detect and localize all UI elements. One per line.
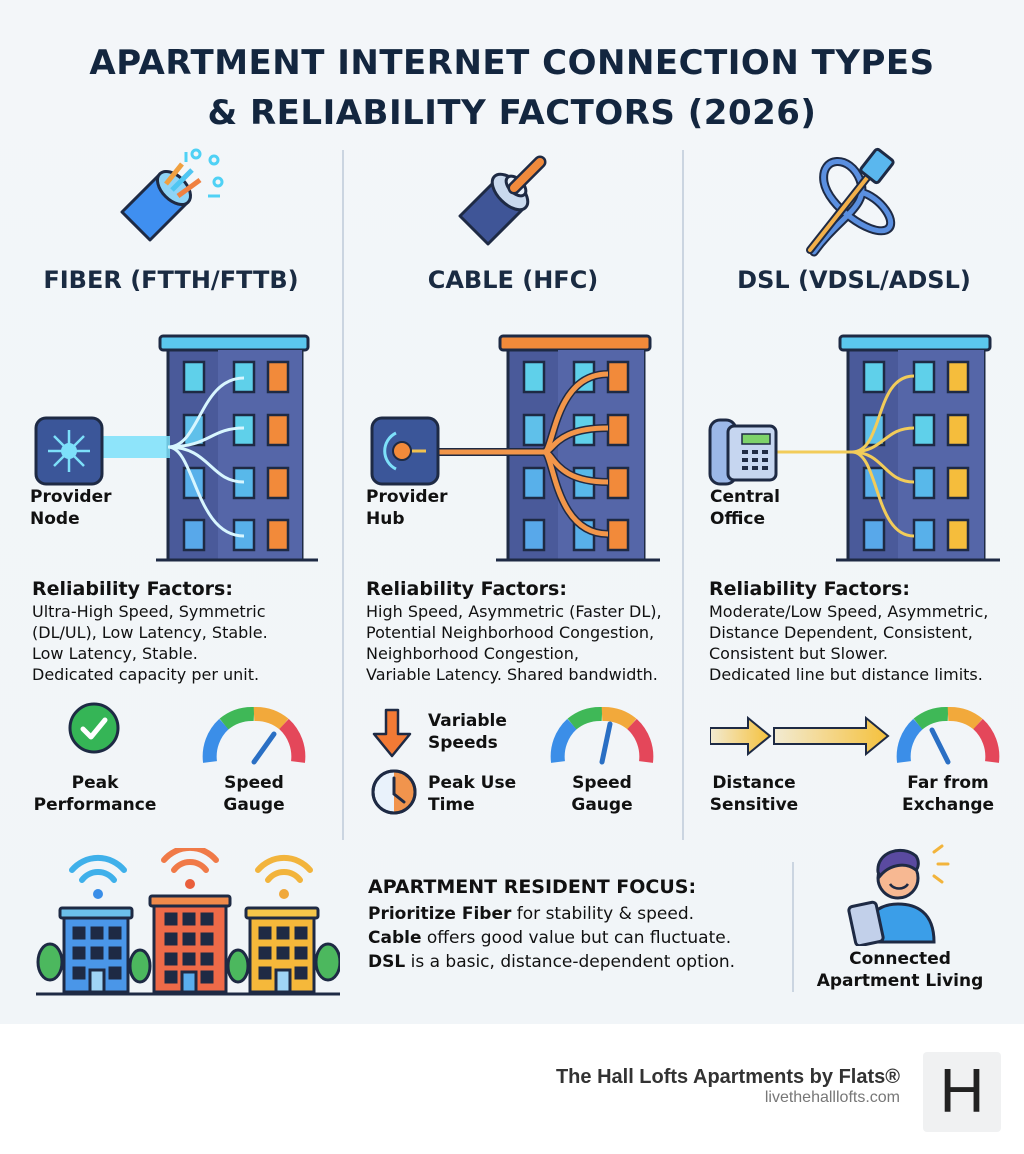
- focus-line-text: for stability & speed.: [511, 904, 695, 924]
- indicator-label-line: Far from: [907, 773, 989, 793]
- focus-line-text: offers good value but can fluctuate.: [421, 928, 732, 948]
- column-heading: DSL (VDSL/ADSL): [737, 266, 971, 294]
- page-title: APARTMENT INTERNET CONNECTION TYPES & RE…: [0, 38, 1024, 138]
- resident-focus: APARTMENT RESIDENT FOCUS: Prioritize Fib…: [368, 876, 735, 974]
- reliability-factors: Reliability Factors: High Speed, Asymmet…: [366, 578, 662, 685]
- focus-line-bold: Prioritize Fiber: [368, 904, 512, 924]
- connected-label: Connected Apartment Living: [800, 948, 1000, 992]
- speed-gauge-icon: [896, 706, 1000, 765]
- indicator-label: Distance Sensitive: [686, 772, 822, 816]
- indicator-label-line: Peak: [71, 773, 119, 793]
- source-label-line: Provider: [366, 487, 448, 507]
- reliability-line: Consistent but Slower.: [709, 644, 889, 663]
- indicator-label-line: Speed: [224, 773, 284, 793]
- column-fiber: FIBER (FTTH/FTTB): [0, 140, 342, 840]
- reliability-line: Low Latency, Stable.: [32, 644, 198, 663]
- column-cable: CABLE (HFC): [344, 140, 682, 840]
- title-line-1: APARTMENT INTERNET CONNECTION TYPES: [89, 43, 935, 83]
- focus-line-bold: DSL: [368, 952, 406, 972]
- indicator-label-line: Speeds: [428, 733, 498, 753]
- column-heading: CABLE (HFC): [427, 266, 599, 294]
- indicator-label-line: Speed: [572, 773, 632, 793]
- indicator-label-line: Gauge: [571, 795, 633, 815]
- reliability-line: Moderate/Low Speed, Asymmetric,: [709, 602, 989, 621]
- indicator-label-line: Peak Use: [428, 773, 517, 793]
- source-label: Central Office: [710, 486, 780, 530]
- section-divider: [792, 862, 794, 992]
- source-label-line: Hub: [366, 509, 405, 529]
- reliability-line: Dedicated line but distance limits.: [709, 665, 983, 684]
- brand-url[interactable]: livethehalllofts.com: [764, 1089, 900, 1106]
- brand-name: The Hall Lofts Apartments by Flats®: [555, 1066, 900, 1088]
- connected-label-line: Connected: [849, 949, 951, 969]
- focus-line-bold: Cable: [368, 928, 422, 948]
- dsl-building-diagram: [708, 334, 1000, 562]
- focus-line: DSL is a basic, distance-dependent optio…: [368, 950, 735, 974]
- speed-gauge-icon: [202, 706, 306, 765]
- indicator-label: Far from Exchange: [882, 772, 1014, 816]
- speed-gauge-icon: [550, 706, 654, 765]
- reliability-line: Distance Dependent, Consistent,: [709, 623, 973, 642]
- indicator-label-line: Gauge: [223, 795, 285, 815]
- reliability-factors: Reliability Factors: Ultra-High Speed, S…: [32, 578, 268, 685]
- reliability-line: (DL/UL), Low Latency, Stable.: [32, 623, 268, 642]
- apartment-buildings-wifi-illustration: [36, 848, 340, 996]
- column-heading: FIBER (FTTH/FTTB): [43, 266, 299, 294]
- source-label: Provider Node: [30, 486, 112, 530]
- connected-label-line: Apartment Living: [816, 971, 984, 991]
- source-label: Provider Hub: [366, 486, 448, 530]
- indicator-label-line: Exchange: [901, 795, 995, 815]
- coaxial-cable-icon: [458, 155, 547, 246]
- cable-building-diagram: [370, 334, 660, 562]
- indicator-label: Speed Gauge: [190, 772, 318, 816]
- fiber-optic-cable-icon: [120, 148, 224, 242]
- focus-line-text: is a basic, distance-dependent option.: [405, 952, 736, 972]
- reliability-line: High Speed, Asymmetric (Faster DL),: [366, 602, 662, 621]
- column-dsl: DSL (VDSL/ADSL): [684, 140, 1024, 840]
- indicator-label: Peak Use Time: [428, 772, 516, 816]
- reliability-line: Potential Neighborhood Congestion,: [366, 623, 655, 642]
- indicator-label-line: Performance: [33, 795, 157, 815]
- clock-icon: [371, 769, 417, 815]
- source-label-line: Office: [710, 509, 766, 529]
- indicator-label-line: Distance: [712, 773, 796, 793]
- indicator-label-line: Variable: [428, 711, 507, 731]
- indicator-label: Variable Speeds: [428, 710, 507, 754]
- indicator-label-line: Sensitive: [709, 795, 799, 815]
- reliability-title: Reliability Factors:: [32, 578, 233, 600]
- focus-line: Prioritize Fiber for stability & speed.: [368, 902, 735, 926]
- reliability-line: Neighborhood Congestion,: [366, 644, 579, 663]
- brand-logo: H: [923, 1052, 1001, 1132]
- connected-resident-icon: [847, 844, 950, 946]
- focus-title: APARTMENT RESIDENT FOCUS:: [368, 876, 697, 898]
- indicator-label: Peak Performance: [30, 772, 160, 816]
- twisted-pair-cable-icon: [806, 147, 896, 257]
- reliability-title: Reliability Factors:: [709, 578, 910, 600]
- indicator-label: Speed Gauge: [538, 772, 666, 816]
- down-arrow-icon: [372, 708, 412, 758]
- source-label-line: Central: [710, 487, 780, 507]
- column-divider: [682, 150, 684, 840]
- column-divider: [342, 150, 344, 840]
- check-circle-icon: [68, 702, 120, 754]
- reliability-line: Variable Latency. Shared bandwidth.: [366, 665, 658, 684]
- distance-arrow-icon: [710, 715, 890, 757]
- focus-line: Cable offers good value but can fluctuat…: [368, 926, 735, 950]
- reliability-line: Ultra-High Speed, Symmetric: [32, 602, 266, 621]
- reliability-factors: Reliability Factors: Moderate/Low Speed,…: [709, 578, 988, 685]
- fiber-building-diagram: [34, 334, 318, 562]
- footer-brand: The Hall Lofts Apartments by Flats® live…: [556, 1066, 900, 1107]
- title-line-2: & RELIABILITY FACTORS (2026): [207, 93, 817, 133]
- reliability-line: Dedicated capacity per unit.: [32, 665, 260, 684]
- source-label-line: Node: [30, 509, 80, 529]
- reliability-title: Reliability Factors:: [366, 578, 567, 600]
- indicator-label-line: Time: [428, 795, 475, 815]
- infographic-canvas: APARTMENT INTERNET CONNECTION TYPES & RE…: [0, 0, 1024, 1024]
- source-label-line: Provider: [30, 487, 112, 507]
